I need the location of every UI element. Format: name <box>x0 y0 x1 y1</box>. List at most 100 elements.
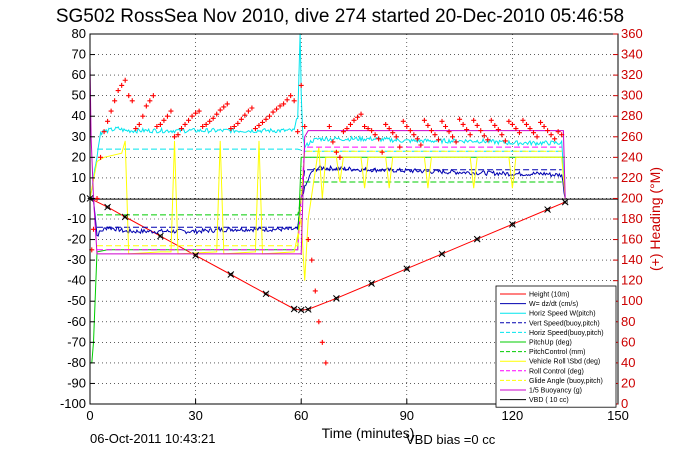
legend-label: PitchControl (mm) <box>529 349 585 356</box>
heading-marker <box>281 101 287 107</box>
heading-marker <box>288 93 294 99</box>
height-marker-tri <box>509 221 515 227</box>
heading-marker <box>531 130 537 136</box>
heading-marker <box>312 288 318 294</box>
heading-marker <box>337 154 343 160</box>
height-marker-tri <box>291 306 297 312</box>
heading-marker <box>147 98 153 104</box>
height-marker-tri <box>404 266 410 272</box>
y-tick-label: 30 <box>72 129 86 144</box>
y-tick-label: 80 <box>72 26 86 41</box>
axis-ticks: 0 30 60 90 120 15080706050403020100-10-20-30-… <box>60 26 643 423</box>
heading-marker <box>443 124 449 129</box>
heading-marker <box>460 121 466 127</box>
y-tick-label: 40 <box>72 108 86 123</box>
series-line <box>97 150 562 247</box>
right-tick-label: 240 <box>621 149 643 164</box>
right-tick-label: 320 <box>621 67 643 82</box>
heading-marker <box>235 120 241 126</box>
heading-marker <box>231 124 237 129</box>
heading-marker <box>376 136 382 142</box>
heading-marker <box>485 137 491 143</box>
heading-marker <box>534 134 540 140</box>
heading-marker <box>344 126 350 132</box>
heading-marker <box>471 117 477 123</box>
y-tick-label: -20 <box>67 232 86 247</box>
legend-label: Height (10m) <box>529 292 569 299</box>
x-axis-label: Time (minutes) <box>322 425 415 441</box>
heading-marker <box>133 126 139 132</box>
y-tick-label: -80 <box>67 355 86 370</box>
y-tick-label: 70 <box>72 47 86 62</box>
heading-marker <box>305 237 311 243</box>
y-tick-label: -50 <box>67 293 86 308</box>
vbd-bias-note: VBD bias =0 cc <box>406 432 496 447</box>
heading-marker <box>502 138 508 144</box>
heading-marker <box>119 82 125 88</box>
heading-series <box>89 77 565 366</box>
heading-marker <box>453 139 459 145</box>
heading-marker <box>369 128 375 134</box>
y-tick-label: 50 <box>72 88 86 103</box>
heading-marker <box>386 126 392 132</box>
heading-marker <box>552 136 558 142</box>
heading-marker <box>516 130 522 136</box>
heading-marker <box>168 108 174 114</box>
height-marker-tri <box>263 291 269 297</box>
heading-marker <box>351 117 357 123</box>
heading-marker <box>404 124 410 129</box>
y-tick-label: -70 <box>67 334 86 349</box>
heading-marker <box>555 129 561 135</box>
heading-marker <box>421 117 427 123</box>
heading-marker <box>267 113 273 119</box>
heading-marker <box>122 77 128 83</box>
chart-title: SG502 RossSea Nov 2010, dive 274 started… <box>56 6 624 27</box>
x-tick-label: 30 <box>188 408 202 423</box>
right-tick-label: 280 <box>621 108 643 123</box>
heading-marker <box>499 132 505 138</box>
right-tick-label: 360 <box>621 26 643 41</box>
right-tick-label: 160 <box>621 232 643 247</box>
heading-marker <box>256 122 262 128</box>
heading-marker <box>140 113 146 119</box>
heading-marker <box>513 126 519 132</box>
heading-marker <box>397 144 403 150</box>
height-marker-tri <box>157 233 163 239</box>
heading-marker <box>242 112 248 118</box>
heading-marker <box>323 360 329 366</box>
heading-marker <box>238 116 244 122</box>
heading-marker <box>538 119 544 125</box>
heading-marker <box>252 126 258 132</box>
series-line <box>89 197 566 311</box>
legend: Height (10m) W= dz/dt (cm/s) Horiz Speed W… <box>495 285 617 408</box>
footer-date: 06-Oct-2011 10:43:21 <box>90 431 216 446</box>
legend-label: 1/5 Buoyancy (g) <box>529 388 582 395</box>
heading-marker <box>545 128 551 134</box>
heading-marker <box>439 118 445 124</box>
heading-marker <box>98 154 104 160</box>
right-tick-label: 100 <box>621 293 643 308</box>
heading-marker <box>302 124 308 129</box>
y-tick-label: -90 <box>67 375 86 390</box>
heading-marker <box>495 127 501 133</box>
heading-marker <box>520 117 526 123</box>
heading-marker <box>488 117 494 123</box>
series-line <box>89 164 566 237</box>
heading-marker <box>143 103 149 109</box>
heading-marker <box>193 110 199 116</box>
heading-marker <box>464 127 470 133</box>
height-marker-tri <box>192 252 198 258</box>
y-tick-label: 60 <box>72 67 86 82</box>
x-tick-label: 90 <box>400 408 414 423</box>
height-marker-tri <box>333 295 339 301</box>
x-tick-label: 60 <box>294 408 308 423</box>
heading-marker <box>284 97 290 103</box>
heading-marker <box>362 124 368 129</box>
heading-marker <box>108 108 114 114</box>
heading-marker <box>481 133 487 139</box>
x-tick-label: 120 <box>502 408 524 423</box>
x-tick-label: 150 <box>607 408 629 423</box>
right-tick-label: 260 <box>621 129 643 144</box>
heading-marker <box>316 319 322 325</box>
heading-marker <box>101 129 107 135</box>
